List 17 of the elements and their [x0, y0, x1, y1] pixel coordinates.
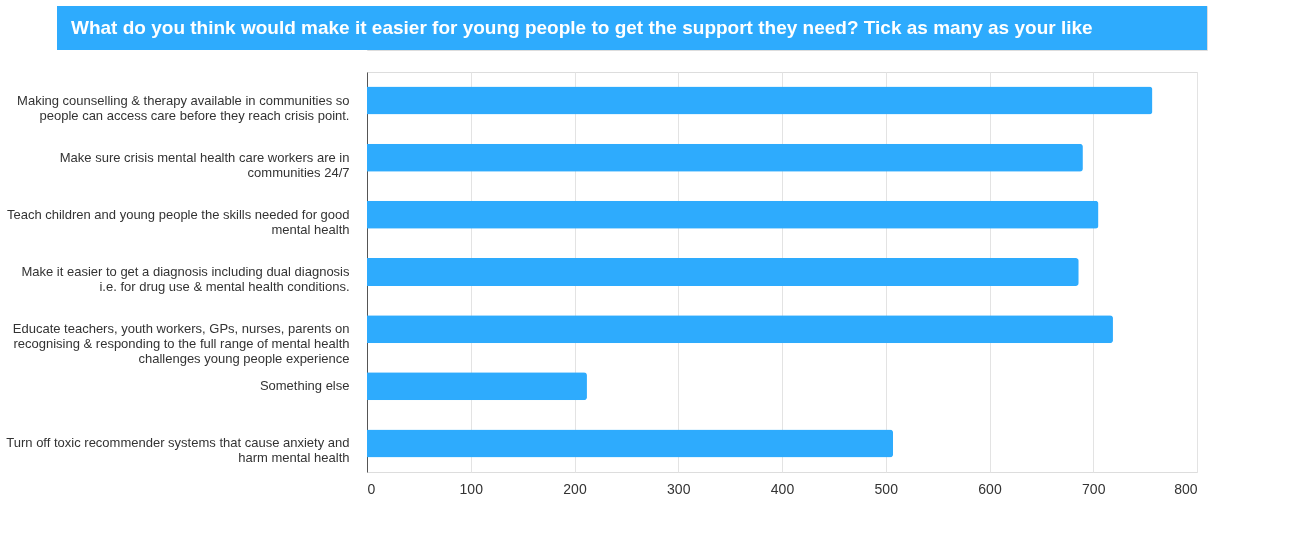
y-tick-label: Make it easier to get a diagnosis including dual diagnosis i.e. for drug use & mental health conditions. — [21, 264, 350, 294]
x-tick-label: 600 — [978, 480, 1002, 497]
y-tick-label: Make sure crisis mental health care workers are in communities 24/7 — [59, 149, 350, 180]
x-tick-label: 0 — [367, 480, 376, 497]
chart-title: What do you think would make it easier for young people to get the support they need? Tick as many as your like — [71, 17, 1093, 38]
x-tick-label: 400 — [770, 480, 795, 497]
x-tick-label: 100 — [459, 480, 484, 497]
y-tick-label: Something else — [259, 378, 350, 394]
x-tick-label: 800 — [1174, 480, 1198, 497]
y-tick-label: Turn off toxic recommender systems that cause anxiety and harm mental health — [6, 435, 350, 466]
x-tick-label: 700 — [1082, 480, 1106, 497]
y-tick-label: Educate teachers, youth workers, GPs, nurses, parents on recognising & responding to the full range of mental health challenges young people experience — [12, 321, 350, 367]
x-tick-label: 300 — [667, 480, 691, 497]
y-tick-label: Making counselling & therapy available in communities so people can access care before they reach crisis point. — [17, 92, 350, 123]
y-tick-label: Teach children and young people the skills needed for good mental health — [6, 206, 350, 237]
x-tick-label: 200 — [563, 480, 587, 497]
x-tick-label: 500 — [874, 480, 899, 497]
